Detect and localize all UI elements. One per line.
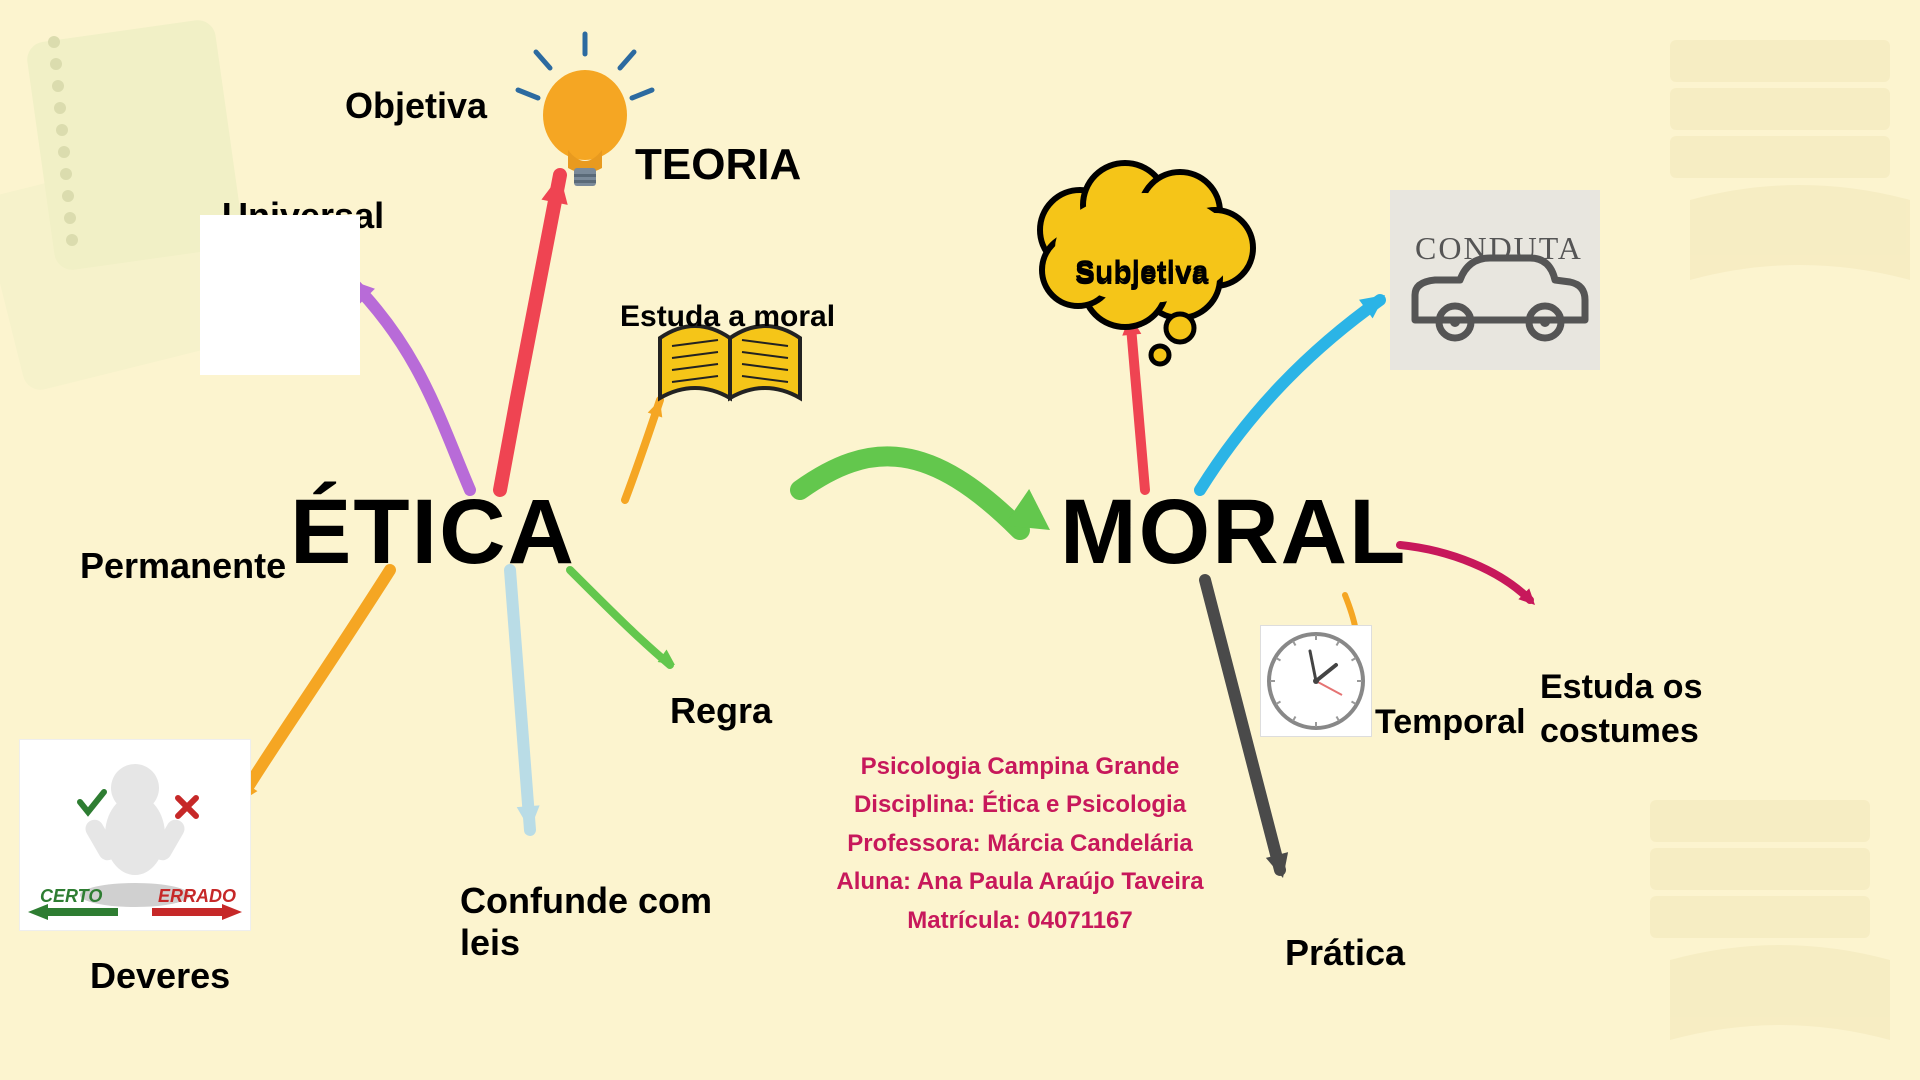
etica-estuda-moral-label: Estuda a moral <box>620 300 835 334</box>
etica-title: ÉTICA <box>290 480 576 585</box>
etica-teoria-label: TEORIA <box>635 140 801 190</box>
deveres-card: CERTO ERRADO <box>20 740 250 930</box>
wm-books-bottom-right <box>1650 800 1890 1040</box>
etica-confunde-leis-label: Confunde comleis <box>460 880 712 964</box>
clock-card <box>1260 625 1372 737</box>
lightbulb-icon <box>518 34 652 186</box>
globe-card <box>200 215 360 375</box>
moral-temporal-label: Temporal <box>1375 700 1526 744</box>
conduta-label-top: CONDUTA <box>1415 230 1583 267</box>
moral-pratica-label: Prática <box>1285 930 1405 977</box>
mindmap-stage: TEORIAObjetivaUniversalPermanenteEstuda … <box>0 0 1920 1080</box>
moral-title: MORAL <box>1060 480 1407 585</box>
info-block: Psicologia Campina GrandeDisciplina: Éti… <box>760 748 1280 940</box>
moral-estuda-costumes-label: Estuda oscostumes <box>1540 665 1702 753</box>
svg-text:ERRADO: ERRADO <box>158 886 236 906</box>
book-icon <box>660 326 800 398</box>
etica-regra-label: Regra <box>670 690 772 732</box>
wm-books-top-right <box>1670 40 1910 280</box>
conduta-card <box>1390 190 1600 370</box>
subjetiva-label-top: Subjetiva <box>1075 255 1208 289</box>
svg-text:CERTO: CERTO <box>40 886 102 906</box>
etica-objetiva-label: Objetiva <box>345 85 487 127</box>
etica-permanente-label: Permanente <box>80 545 286 587</box>
etica-deveres-label: Deveres <box>90 955 230 997</box>
